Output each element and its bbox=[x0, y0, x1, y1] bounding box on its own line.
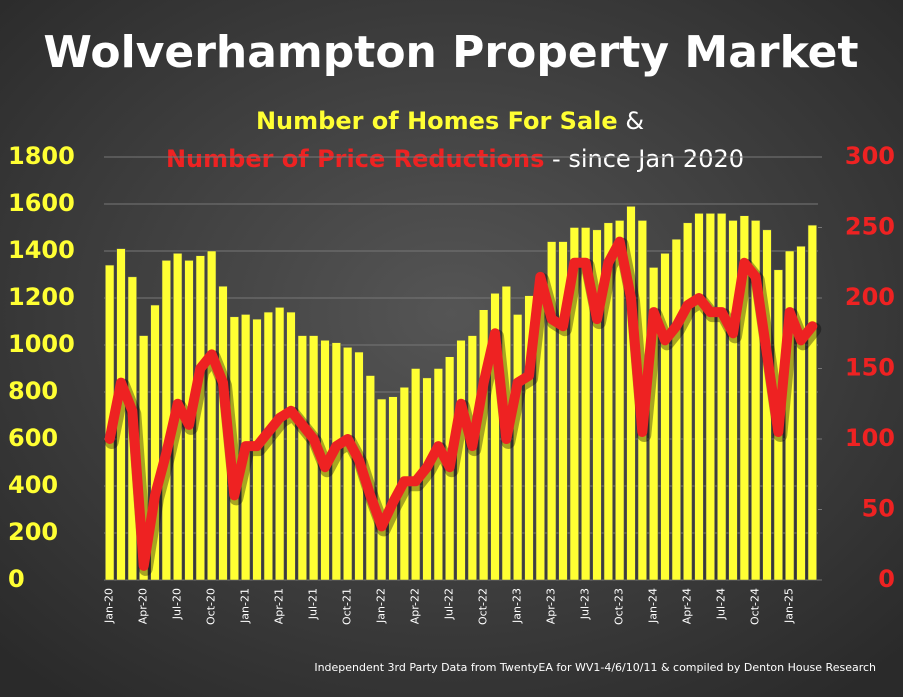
subtitle-series-1: Number of Homes For Sale bbox=[256, 107, 618, 135]
subtitle-suffix: - since Jan 2020 bbox=[552, 145, 744, 173]
bar bbox=[286, 311, 296, 581]
y-tick-label: 0 bbox=[8, 565, 25, 593]
bar bbox=[150, 304, 160, 581]
x-tick-label: Apr-23 bbox=[545, 588, 558, 624]
y-tick-label: 1800 bbox=[8, 142, 75, 170]
bar bbox=[694, 213, 704, 581]
bar bbox=[433, 368, 443, 581]
x-tick-label: Oct-20 bbox=[205, 588, 218, 625]
y2-tick-label: 50 bbox=[862, 495, 895, 523]
bar bbox=[467, 335, 477, 581]
bar bbox=[513, 314, 523, 581]
x-tick-label: Jan-25 bbox=[783, 588, 796, 624]
bar bbox=[592, 229, 602, 581]
bar bbox=[547, 241, 557, 581]
subtitle-line-1: Number of Homes For Sale & bbox=[256, 107, 644, 135]
y-tick-label: 800 bbox=[8, 377, 58, 405]
x-tick-label: Jan-21 bbox=[239, 588, 252, 624]
x-tick-label: Jul-24 bbox=[715, 588, 728, 620]
x-tick-label: Oct-22 bbox=[477, 588, 490, 625]
x-tick-label: Apr-22 bbox=[409, 588, 422, 624]
x-tick-label: Jan-20 bbox=[103, 588, 116, 624]
x-tick-label: Jan-23 bbox=[511, 588, 524, 624]
bar bbox=[377, 398, 387, 581]
x-tick-label: Jan-24 bbox=[647, 588, 660, 624]
bar bbox=[785, 250, 795, 581]
bar bbox=[705, 213, 715, 581]
bar bbox=[195, 255, 205, 581]
bar bbox=[671, 239, 681, 581]
y-tick-label: 400 bbox=[8, 471, 58, 499]
bar bbox=[297, 335, 307, 581]
bar bbox=[456, 340, 466, 581]
bar bbox=[751, 220, 761, 581]
chart-title: Wolverhampton Property Market bbox=[43, 27, 858, 78]
bar bbox=[581, 227, 591, 581]
bar bbox=[207, 250, 217, 581]
bar bbox=[569, 227, 579, 581]
bar bbox=[479, 309, 489, 581]
bar bbox=[683, 222, 693, 581]
subtitle-line-2: Number of Price Reductions - since Jan 2… bbox=[166, 145, 744, 173]
y-tick-label: 200 bbox=[8, 518, 58, 546]
bar bbox=[728, 220, 738, 581]
bar bbox=[660, 253, 670, 581]
y2-tick-label: 150 bbox=[845, 354, 895, 382]
x-tick-label: Jul-21 bbox=[307, 588, 320, 620]
subtitle-joiner: & bbox=[625, 107, 644, 135]
bar bbox=[615, 220, 625, 581]
bar bbox=[524, 295, 534, 581]
y2-tick-label: 100 bbox=[845, 424, 895, 452]
x-tick-label: Apr-24 bbox=[681, 588, 694, 624]
bar bbox=[649, 267, 659, 581]
bar bbox=[807, 224, 817, 581]
bar bbox=[275, 307, 285, 581]
y-tick-label: 600 bbox=[8, 424, 58, 452]
y-tick-label: 1000 bbox=[8, 330, 75, 358]
x-tick-label: Apr-20 bbox=[137, 588, 150, 624]
bar bbox=[796, 246, 806, 581]
x-tick-label: Apr-21 bbox=[273, 588, 286, 624]
bar bbox=[739, 215, 749, 581]
subtitle-series-2: Number of Price Reductions bbox=[166, 145, 544, 173]
y2-tick-label: 200 bbox=[845, 283, 895, 311]
footnote: Independent 3rd Party Data from TwentyEA… bbox=[314, 661, 876, 674]
x-tick-label: Jul-22 bbox=[443, 588, 456, 620]
y2-tick-label: 250 bbox=[845, 213, 895, 241]
x-tick-label: Oct-21 bbox=[341, 588, 354, 625]
y-tick-label: 1200 bbox=[8, 283, 75, 311]
bar bbox=[717, 213, 727, 581]
x-tick-label: Oct-24 bbox=[749, 588, 762, 625]
x-tick-label: Jul-23 bbox=[579, 588, 592, 620]
y-tick-label: 1400 bbox=[8, 236, 75, 264]
x-tick-label: Oct-23 bbox=[613, 588, 626, 625]
bar bbox=[343, 347, 353, 581]
x-tick-label: Jul-20 bbox=[171, 588, 184, 620]
y-tick-label: 1600 bbox=[8, 189, 75, 217]
bar bbox=[490, 293, 500, 581]
bar bbox=[558, 241, 568, 581]
bar bbox=[603, 222, 613, 581]
line bbox=[104, 236, 818, 571]
y2-tick-label: 0 bbox=[878, 565, 895, 593]
y2-tick-label: 300 bbox=[845, 142, 895, 170]
bar bbox=[263, 311, 273, 581]
x-tick-label: Jan-22 bbox=[375, 588, 388, 624]
